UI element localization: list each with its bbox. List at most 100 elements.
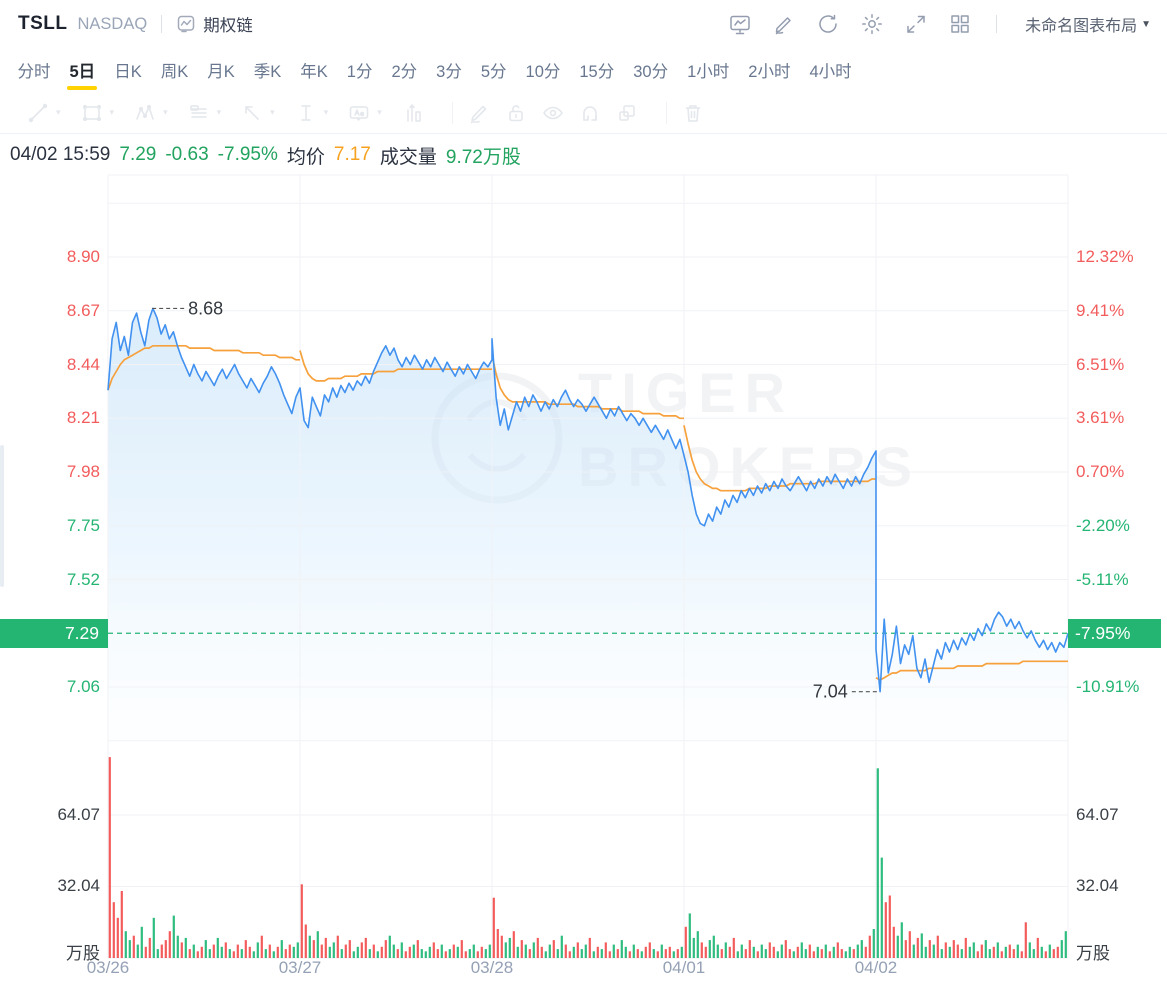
volume-bar [404, 951, 407, 958]
volume-bar [696, 931, 699, 958]
measure-tool[interactable] [401, 101, 425, 125]
volume-bar [376, 951, 379, 958]
volume-bar [580, 949, 583, 958]
grid-layout-icon[interactable] [948, 12, 972, 36]
app-header: TSLL NASDAQ 期权链 [0, 0, 1167, 48]
volume-bar [880, 857, 883, 958]
timeframe-tab[interactable]: 1小时 [687, 63, 730, 81]
low-price-annotation: 7.04 [813, 682, 848, 702]
timeframe-tab[interactable]: 季K [253, 63, 282, 81]
pattern-tool[interactable]: ▾ [133, 101, 174, 125]
timeframe-tab[interactable]: 5分 [480, 63, 507, 81]
volume-bar [968, 946, 971, 958]
volume-bar [900, 922, 903, 958]
volume-bar [328, 946, 331, 958]
timeframe-tab[interactable]: 年K [300, 63, 328, 81]
magnet-tool[interactable] [578, 101, 602, 125]
timeframe-tab[interactable]: 月K [207, 63, 235, 81]
chevron-down-icon[interactable]: ▾ [377, 107, 382, 117]
volume-bar [996, 942, 999, 958]
volume-bar [784, 940, 787, 958]
chart-monitor-icon[interactable] [728, 12, 752, 36]
gann-tool[interactable]: ▾ [187, 101, 228, 125]
brush-tool[interactable] [467, 101, 491, 125]
timeframe-tab[interactable]: 10分 [525, 63, 561, 81]
volume-bar [336, 935, 339, 958]
avg-price-label: 均价 [286, 146, 325, 168]
settings-gear-icon[interactable] [860, 12, 884, 36]
volume-bar [296, 942, 299, 958]
option-chain-button[interactable]: 期权链 [176, 12, 253, 36]
volume-bar [132, 935, 135, 958]
chevron-down-icon: ▼ [1141, 18, 1151, 30]
volume-bar [548, 944, 551, 958]
date-axis-label: 04/02 [854, 958, 898, 977]
timeframe-tab[interactable]: 5日 [60, 48, 105, 92]
chevron-down-icon[interactable]: ▾ [270, 107, 275, 117]
timeframe-tab[interactable]: 3分 [436, 63, 462, 81]
volume-bar [748, 940, 751, 958]
volume-bar [800, 942, 803, 958]
chevron-down-icon[interactable]: ▾ [56, 107, 61, 117]
timeframe-tab[interactable]: 1分 [346, 63, 373, 81]
volume-bar [304, 924, 307, 958]
volume-bar [468, 949, 471, 958]
price-axis-label: 8.21 [66, 408, 100, 428]
chevron-down-icon[interactable]: ▾ [109, 107, 115, 117]
trend-line-tool[interactable]: ▾ [26, 101, 67, 125]
volume-bar [528, 949, 531, 958]
volume-bar [532, 942, 535, 958]
volume-bar [240, 949, 243, 958]
volume-bar [244, 940, 247, 958]
volume-bar [980, 944, 983, 958]
chevron-down-icon[interactable]: ▾ [323, 107, 329, 117]
volume-bar [460, 940, 463, 958]
chart-layout-dropdown[interactable]: 未命名图表布局 ▼ [1025, 12, 1151, 36]
fullscreen-icon[interactable] [904, 12, 928, 36]
volume-bar [220, 946, 223, 958]
volume-bar [920, 933, 923, 958]
timeframe-tab[interactable]: 分时 [17, 63, 51, 81]
timeframe-tab[interactable]: 2小时 [748, 63, 791, 81]
refresh-icon[interactable] [816, 12, 840, 36]
arrow-tool[interactable]: ▾ [240, 101, 281, 125]
volume-bar [676, 949, 679, 958]
avg-price-value: 7.17 [333, 144, 371, 165]
volume-bar [1064, 931, 1067, 958]
visibility-tool[interactable] [541, 101, 565, 125]
timeframe-tab[interactable]: 2分 [391, 63, 418, 81]
volume-bar [972, 942, 975, 958]
volume-bar [380, 946, 383, 958]
header-divider [161, 15, 163, 33]
current-pct-badge: -7.95% [1068, 618, 1161, 648]
volume-bar [1012, 949, 1015, 958]
volume-bar [824, 944, 827, 958]
volume-bar [568, 951, 571, 958]
timeframe-tab[interactable]: 4小时 [809, 63, 852, 81]
delete-tool[interactable] [681, 101, 705, 125]
volume-bar [524, 944, 527, 958]
text-cursor-tool[interactable]: ▾ [294, 101, 335, 125]
volume-bar [620, 940, 623, 958]
timeframe-tab[interactable]: 日K [114, 63, 142, 81]
timeframe-tab[interactable]: 30分 [633, 63, 669, 81]
rectangle-tool[interactable]: ▾ [80, 101, 121, 125]
side-drawer-handle[interactable] [0, 445, 4, 587]
volume-bar [268, 944, 271, 958]
chevron-down-icon[interactable]: ▾ [163, 107, 168, 117]
volume-bar [596, 946, 599, 958]
header-divider [996, 15, 998, 33]
lock-tool[interactable] [504, 101, 528, 125]
volume-bar [420, 949, 423, 958]
volume-bar [200, 946, 203, 958]
chevron-down-icon[interactable]: ▾ [216, 107, 222, 117]
volume-bar [108, 757, 111, 958]
volume-bar [960, 949, 963, 958]
annotation-tool[interactable]: ▾ [347, 101, 388, 125]
clone-tool[interactable] [615, 101, 639, 125]
edit-icon[interactable] [772, 12, 796, 36]
timeframe-tab[interactable]: 15分 [579, 63, 615, 81]
timeframe-tab[interactable]: 周K [160, 63, 189, 81]
volume-bar [560, 935, 563, 958]
